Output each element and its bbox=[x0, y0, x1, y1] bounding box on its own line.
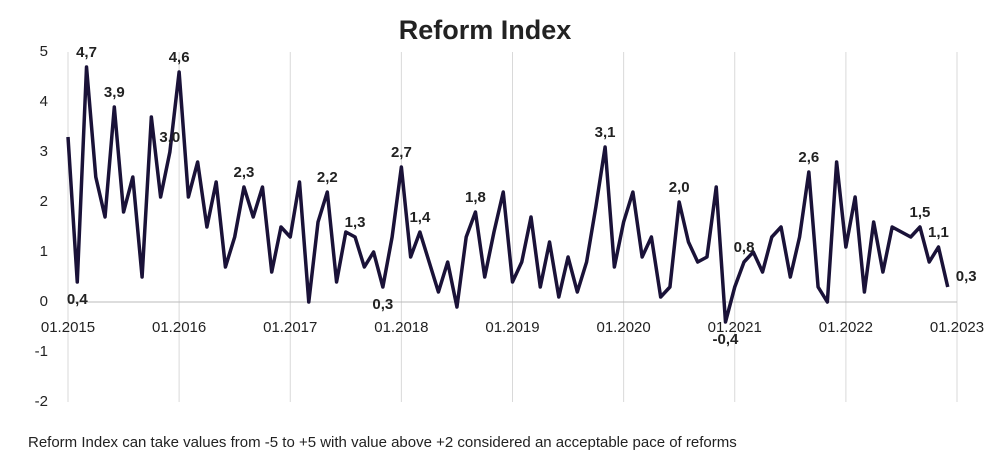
data-label: 0,8 bbox=[734, 239, 755, 256]
x-tick-label: 01.2020 bbox=[597, 319, 651, 336]
data-label: 3,1 bbox=[595, 124, 616, 141]
y-tick-label: -2 bbox=[35, 393, 48, 410]
line bbox=[66, 65, 950, 324]
x-tick-label: 01.2022 bbox=[819, 319, 873, 336]
data-label: 1,1 bbox=[928, 224, 949, 241]
x-tick-label: 01.2016 bbox=[152, 319, 206, 336]
data-label: 3,9 bbox=[104, 84, 125, 101]
y-tick-label: 4 bbox=[40, 93, 48, 110]
x-tick-label: 01.2018 bbox=[374, 319, 428, 336]
x-tick-label: 01.2015 bbox=[41, 319, 95, 336]
data-label: 4,6 bbox=[169, 49, 190, 66]
data-label: -0,4 bbox=[713, 331, 740, 348]
data-label: 0,3 bbox=[372, 296, 393, 313]
x-tick-label: 01.2017 bbox=[263, 319, 317, 336]
x-tick-label: 01.2023 bbox=[930, 319, 984, 336]
footnote: Reform Index can take values from -5 to … bbox=[28, 434, 737, 451]
data-label: 4,7 bbox=[76, 44, 97, 61]
x-tick-label: 01.2021 bbox=[708, 319, 762, 336]
data-label: 3,0 bbox=[159, 129, 180, 146]
data-label: 2,7 bbox=[391, 144, 412, 161]
y-tick-label: 5 bbox=[40, 43, 48, 60]
data-label: 1,3 bbox=[345, 214, 366, 231]
y-tick-label: 0 bbox=[40, 293, 48, 310]
data-label: 1,8 bbox=[465, 189, 486, 206]
data-label: 1,5 bbox=[910, 204, 931, 221]
y-tick-label: -1 bbox=[35, 343, 48, 360]
chart-title: Reform Index bbox=[399, 15, 572, 45]
data-label: 1,4 bbox=[409, 209, 431, 226]
data-label: 0,4 bbox=[67, 291, 89, 308]
y-tick-label: 2 bbox=[40, 193, 48, 210]
y-tick-label: 1 bbox=[40, 243, 48, 260]
data-label: 2,6 bbox=[798, 149, 819, 166]
y-tick-label: 3 bbox=[40, 143, 48, 160]
data-label: 0,3 bbox=[956, 268, 977, 285]
data-label: 2,3 bbox=[234, 164, 255, 181]
data-label: 2,0 bbox=[669, 179, 690, 196]
x-tick-label: 01.2019 bbox=[485, 319, 539, 336]
data-label: 2,2 bbox=[317, 169, 338, 186]
